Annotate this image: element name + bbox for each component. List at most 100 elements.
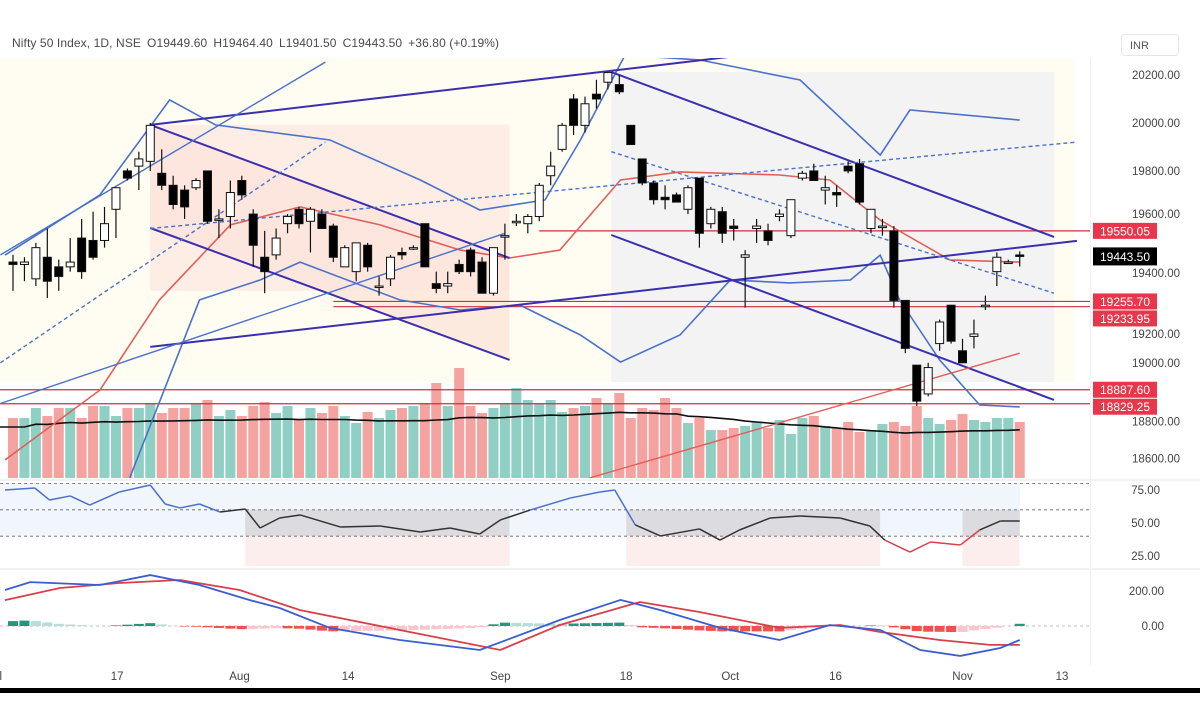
macd-panel [0, 574, 1090, 657]
macd-histogram-bar [625, 625, 636, 626]
candle-down [294, 208, 304, 225]
candle-down [328, 225, 338, 258]
macd-histogram-bar [980, 626, 991, 629]
macd-histogram-bar [156, 624, 167, 626]
volume-bar [259, 402, 270, 478]
volume-bar [797, 418, 808, 478]
macd-histogram-bar [488, 624, 499, 626]
rsi-line-segment [635, 524, 661, 537]
rsi-line-segment [909, 541, 931, 553]
symbol-label[interactable]: Nifty 50 Index, 1D, NSE [12, 36, 142, 50]
price-axis-tick: 19800.00 [1132, 166, 1180, 178]
candle-up [557, 124, 567, 150]
candle-down [420, 223, 430, 268]
macd-histogram-bar [946, 626, 957, 633]
macd-histogram-bar [339, 626, 350, 632]
level-price-label: 18887.60 [1100, 383, 1150, 397]
volume-bar [110, 416, 121, 478]
volume-bar [625, 418, 636, 478]
macd-histogram-bar [259, 626, 270, 629]
price-axis-tick: 19400.00 [1132, 268, 1180, 280]
macd-histogram-bar [534, 623, 545, 626]
candle-down [454, 263, 464, 273]
candle-up [740, 254, 750, 258]
candle-up [877, 225, 887, 229]
macd-histogram-bar [545, 623, 556, 626]
candle-down [900, 299, 910, 349]
volume-bar [454, 368, 465, 478]
volume-bar [637, 408, 648, 478]
trendline [0, 61, 326, 256]
open-value: O19449.60 [147, 36, 208, 50]
candle-up [225, 192, 235, 217]
rsi-line-segment [89, 491, 120, 506]
volume-bar [316, 413, 327, 478]
volume-bar [991, 418, 1002, 478]
level-price-tag [1093, 398, 1157, 415]
candle-up [752, 225, 762, 229]
date-range-box [611, 72, 1055, 400]
rsi-line-segment [380, 525, 421, 533]
rsi-line-segment [839, 517, 871, 527]
macd-histogram-bar [351, 626, 362, 632]
volume-bar [431, 383, 442, 478]
volume-bar [351, 423, 362, 478]
macd-histogram-bar [740, 626, 751, 632]
macd-histogram-bar [316, 626, 327, 631]
candle-down [946, 304, 956, 342]
candle-up [31, 247, 41, 280]
volume-bar [385, 410, 396, 478]
macd-histogram-bar [728, 626, 739, 632]
volume-bar [774, 420, 785, 478]
candle-down [591, 93, 601, 100]
candle-down [958, 350, 968, 364]
volume-bar [30, 408, 41, 478]
macd-histogram-bar [888, 626, 899, 628]
candle-down [912, 364, 922, 402]
macd-histogram-bar [374, 626, 385, 631]
macd-histogram-bar [648, 626, 659, 628]
candle-up [65, 261, 75, 268]
macd-signal-line [4, 579, 1020, 651]
volume-bar [488, 408, 499, 478]
macd-histogram-bar [991, 626, 1002, 628]
rsi-line-segment [660, 528, 700, 537]
macd-histogram-bar [614, 622, 625, 626]
volume-bar [545, 400, 556, 478]
candle-down [237, 180, 247, 196]
candle-down [626, 124, 636, 146]
volume-bar [19, 418, 30, 478]
macd-histogram-bar [294, 626, 304, 629]
trendline [610, 71, 1055, 238]
price-axis-tick: 19000.00 [1132, 358, 1180, 370]
macd-histogram-bar [133, 623, 144, 626]
volume-bar [614, 393, 625, 478]
rsi-line-segment [959, 529, 981, 546]
volume-bar [980, 422, 991, 478]
volume-bar [911, 406, 922, 478]
macd-histogram-bar [122, 624, 133, 626]
volume-bar [76, 418, 87, 478]
rsi-axis-tick: 75.00 [1131, 485, 1160, 497]
candle-down [77, 237, 87, 273]
volume-bar [65, 408, 76, 478]
macd-histogram-bar [591, 623, 602, 626]
currency-button[interactable]: INR [1121, 34, 1179, 56]
rsi-axis-tick: 25.00 [1131, 551, 1160, 563]
volume-bar [511, 388, 522, 478]
macd-histogram-bar [671, 626, 682, 630]
macd-histogram-bar [454, 626, 465, 629]
candle-up [683, 187, 693, 210]
rsi-line-segment [449, 527, 480, 535]
macd-histogram-bar [682, 626, 693, 630]
macd-histogram-bar [282, 626, 293, 629]
trendline [611, 151, 1055, 294]
volume-bar [282, 406, 293, 478]
candle-up [706, 208, 716, 225]
macd-histogram-bar [431, 626, 442, 630]
macd-histogram-bar [442, 626, 453, 629]
candle-up [351, 242, 361, 273]
candle-up [786, 199, 796, 237]
macd-histogram-bar [213, 626, 224, 628]
